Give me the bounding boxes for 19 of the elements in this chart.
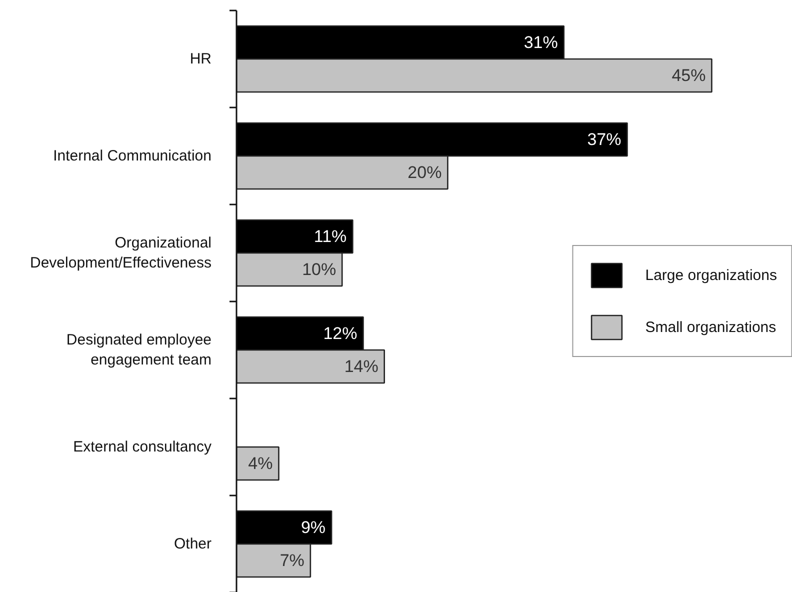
data-label: 7% [280,550,304,570]
y-tick-label: Internal Communication [53,148,212,164]
data-label: 20% [408,162,442,182]
data-label: 11% [314,227,347,246]
data-label: 9% [300,518,326,538]
data-label: 12% [323,324,358,344]
data-label: 10% [302,260,336,279]
data-label: 14% [344,356,378,376]
y-tick-label: Other [174,536,212,552]
y-tick-label: HR [190,50,212,68]
data-label: 31% [524,33,558,52]
data-label: 37% [587,130,622,150]
legend-label: Large organizations [645,266,777,284]
legend-label: Small organizations [645,318,776,336]
y-tick-label: Organizational Development/Effectiveness [30,234,212,272]
y-tick-label: External consultancy [73,438,212,456]
data-label: 45% [672,66,706,85]
data-label: 4% [248,454,273,473]
y-tick-label: Designated employee engagement team [66,331,212,369]
